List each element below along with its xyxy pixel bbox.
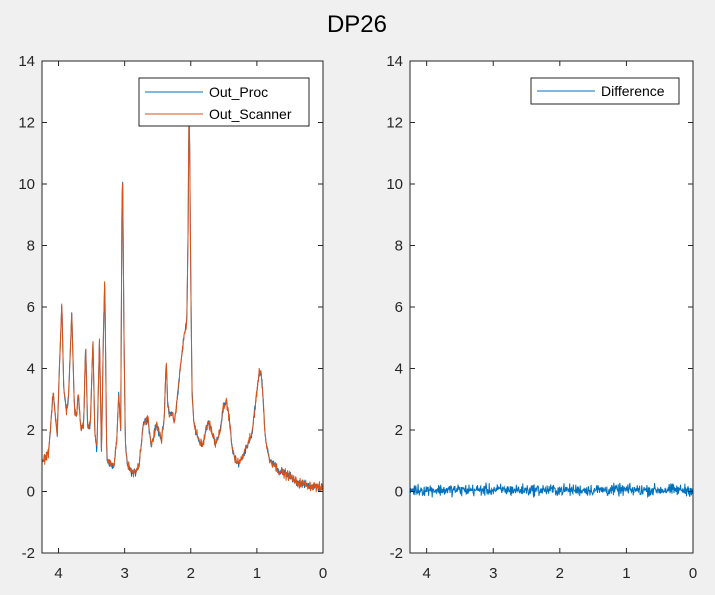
left-ytick-label: 2 [27,422,35,439]
left-ytick-label: 4 [27,361,35,378]
left-xtick-label: 0 [319,565,327,582]
left-ytick-label: 8 [27,238,35,255]
right-ytick-label: 2 [395,422,403,439]
right-legend: Difference [530,77,680,105]
left-ytick-label: 12 [18,115,35,132]
legend-label-difference: Difference [601,83,665,99]
left-xtick-label: 3 [120,565,128,582]
right-ytick-label: 0 [395,484,403,501]
right-ytick-label: 10 [386,176,403,193]
right-ytick-label: 8 [395,238,403,255]
left-xtick-label: 1 [253,565,261,582]
figure-title: DP26 [327,11,387,38]
left-legend: Out_Proc Out_Scanner [138,77,310,127]
left-ytick-label: 0 [27,484,35,501]
right-xtick-label: 2 [556,565,564,582]
series-line-out-scanner [41,121,324,493]
left-ytick-label: 14 [18,53,35,70]
left-xtick-label: 2 [187,565,195,582]
left-ytick-label: 6 [27,299,35,316]
right-xtick-label: 4 [422,565,430,582]
right-xtick-label: 0 [689,565,697,582]
series-line-difference [409,482,694,499]
left-ytick-label: 10 [18,176,35,193]
left-xtick-label: 4 [54,565,62,582]
legend-label-out-scanner: Out_Scanner [209,106,292,122]
left-legend-box [138,77,310,127]
left-series-lines [41,121,324,493]
right-ytick-label: -2 [390,545,403,562]
right-xtick-label: 3 [489,565,497,582]
right-series-lines [409,482,694,499]
legend-label-out-proc: Out_Proc [209,84,268,100]
left-plot-area [42,61,323,553]
right-ytick-label: 14 [386,53,403,70]
right-ytick-label: 6 [395,299,403,316]
right-xtick-label: 1 [622,565,630,582]
left-ytick-label: -2 [22,545,35,562]
right-ytick-label: 12 [386,115,403,132]
right-ytick-label: 4 [395,361,403,378]
right-plot-area [410,61,693,553]
